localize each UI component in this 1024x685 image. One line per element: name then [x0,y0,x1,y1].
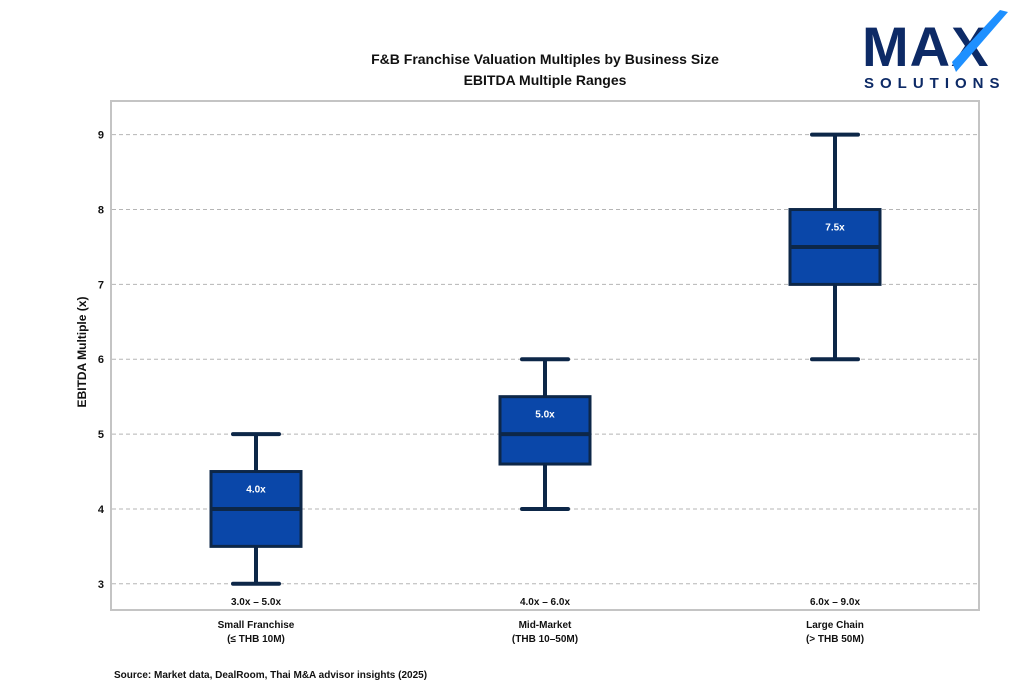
median-label: 7.5x [825,223,845,234]
box-group: 5.0x 4.0x – 6.0x [498,357,592,608]
median-label: 5.0x [535,410,555,421]
range-label: 3.0x – 5.0x [231,597,281,608]
iqr-box [498,395,592,466]
y-tick-label: 9 [98,130,104,142]
y-axis-ticks: 3 4 5 6 7 8 9 [98,130,105,591]
logo-subword: SOLUTIONS [864,75,1006,92]
y-tick-label: 6 [98,354,104,366]
chart-title: F&B Franchise Valuation Multiples by Bus… [371,51,719,67]
y-tick-label: 4 [98,504,105,516]
range-label: 4.0x – 6.0x [520,597,570,608]
x-category-sublabel: (THB 10–50M) [512,634,578,645]
box-group: 7.5x 6.0x – 9.0x [788,132,882,608]
y-axis-label: EBITDA Multiple (x) [75,297,89,408]
range-label: 6.0x – 9.0x [810,597,860,608]
logo-x-accent-icon [952,10,1008,72]
y-tick-label: 3 [98,579,104,591]
max-solutions-logo: MAX SOLUTIONS [862,10,1008,92]
x-axis-categories: Small Franchise (≤ THB 10M) Mid-Market (THB… [218,620,864,645]
x-category-sublabel: (≤ THB 10M) [227,634,285,645]
chart-subtitle: EBITDA Multiple Ranges [464,72,627,88]
x-category-label: Large Chain [806,620,864,631]
y-tick-label: 5 [98,429,104,441]
y-tick-label: 7 [98,279,104,291]
median-label: 4.0x [246,485,266,496]
plot-frame [110,100,980,611]
box-series: 4.0x 3.0x – 5.0x 5.0x 4.0x – 6.0x 7.5x 6.0x –… [209,132,882,608]
x-category-label: Mid-Market [519,620,572,631]
x-category-sublabel: (> THB 50M) [806,634,864,645]
source-note: Source: Market data, DealRoom, Thai M&A … [114,670,427,681]
box-group: 4.0x 3.0x – 5.0x [209,432,303,608]
x-category-label: Small Franchise [218,620,295,631]
y-tick-label: 8 [98,205,104,217]
